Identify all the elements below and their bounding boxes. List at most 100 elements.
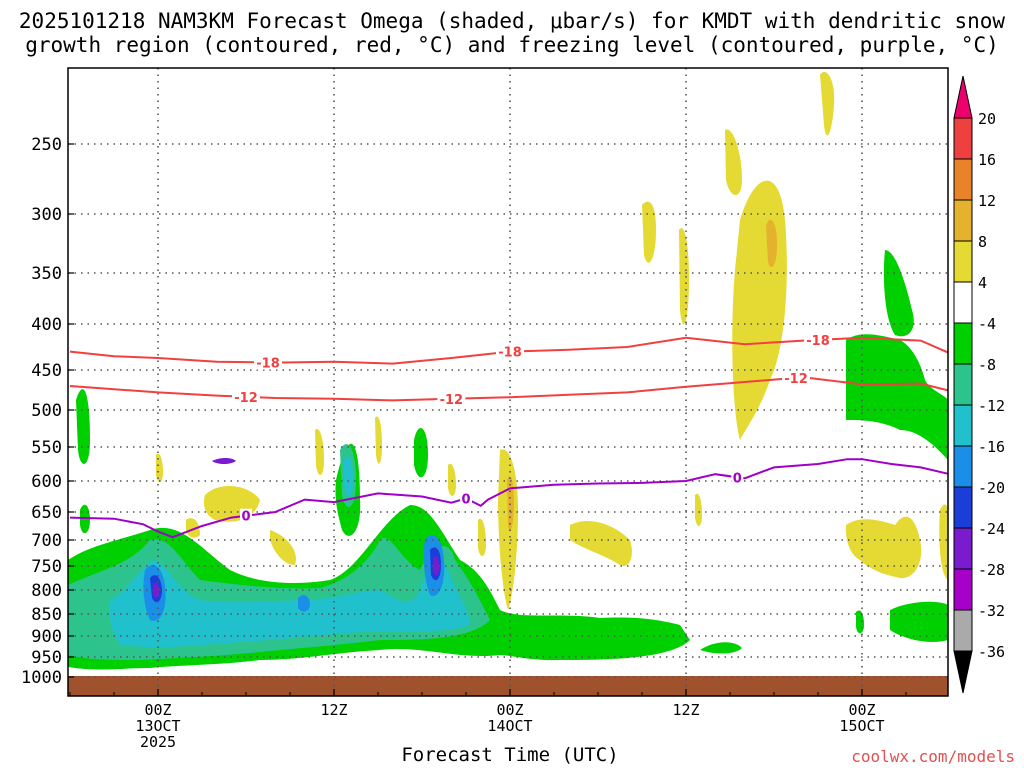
x-tick-label: 2025 — [140, 733, 176, 751]
omega-region-gold — [766, 220, 778, 268]
contour-freezing-level-0c — [69, 458, 948, 539]
contour-label: 0 — [733, 471, 742, 486]
contour-label: -18 — [806, 334, 830, 349]
y-tick-label: 250 — [31, 135, 62, 155]
contour-label-bg — [496, 344, 524, 359]
omega-region-yellow — [695, 493, 702, 526]
colorbar-tick-label: -16 — [978, 438, 1005, 456]
y-tick-label: 750 — [31, 557, 62, 577]
omega-region-yellow — [679, 228, 689, 325]
x-tick-label: 12Z — [320, 701, 347, 719]
y-tick-label: 550 — [31, 438, 62, 458]
colorbar-tick-label: 8 — [978, 233, 987, 251]
colorbar-tick-label: 12 — [978, 192, 996, 210]
colorbar-tick-label: -20 — [978, 479, 1005, 497]
x-tick-label: 15OCT — [839, 717, 884, 735]
omega-region-yellow — [570, 520, 632, 566]
omega-region-purple — [153, 582, 159, 598]
contour-label: -12 — [784, 372, 808, 387]
colorbar-tick-label: 16 — [978, 151, 996, 169]
x-tick-label: 00Z — [848, 701, 875, 719]
y-tick-label: 600 — [31, 472, 62, 492]
omega-region-cyan-cell — [344, 456, 353, 497]
contour-dendritic-12c — [69, 376, 948, 402]
grid-lines — [68, 68, 948, 696]
y-tick-label: 350 — [31, 264, 62, 284]
colorbar-tick-label: -28 — [978, 561, 1005, 579]
x-tick-label: 00Z — [144, 701, 171, 719]
colorbar-tick-label: -12 — [978, 397, 1005, 415]
colorbar-triangle-bottom — [953, 650, 973, 694]
omega-region-cyan — [109, 559, 470, 648]
colorbar-tick-label: -8 — [978, 356, 996, 374]
y-tick-label: 650 — [31, 503, 62, 523]
y-tick-label: 1000 — [21, 668, 62, 688]
colorbar-segment — [953, 404, 973, 447]
omega-region-light-green-cell — [414, 428, 428, 478]
contour-label: 0 — [241, 510, 250, 525]
omega-region-yellow — [186, 518, 200, 538]
colorbar-segment — [953, 281, 973, 324]
contour-label-bg — [232, 389, 260, 404]
colorbar-tick-label: -32 — [978, 602, 1005, 620]
contour-label: -18 — [498, 346, 522, 361]
chart-title-line2: growth region (contoured, red, °C) and f… — [25, 33, 999, 57]
colorbar-segment — [953, 445, 973, 488]
y-tick-label: 800 — [31, 581, 62, 601]
colorbar-tick-label: -24 — [978, 520, 1005, 538]
colorbar-segment — [953, 158, 973, 201]
omega-region-yellow — [939, 504, 948, 580]
colorbar-tick-label: 20 — [978, 110, 996, 128]
omega-region-yellow — [448, 463, 456, 496]
x-tick-label: 00Z — [496, 701, 523, 719]
omega-region-purple-cell — [212, 458, 236, 464]
contour-label: -12 — [440, 393, 464, 408]
y-tick-label: 950 — [31, 648, 62, 668]
x-tick-label: 14OCT — [487, 717, 532, 735]
omega-region-light-green-cell — [890, 601, 948, 642]
contour-label-bg — [240, 508, 252, 523]
colorbar-segment — [953, 568, 973, 611]
credit-link[interactable]: coolwx.com/models — [851, 747, 1015, 766]
omega-region-yellow — [820, 71, 835, 136]
x-axis-label: Forecast Time (UTC) — [401, 744, 619, 766]
omega-region-light-green-cell — [883, 250, 914, 337]
colorbar-segment — [953, 199, 973, 242]
omega-region-blue — [298, 595, 310, 612]
omega-region-yellow — [270, 530, 296, 565]
contour-lines: -18 -18 -18 -12 -12 -12 0 0 0 — [69, 332, 948, 539]
colorbar-segment — [953, 527, 973, 570]
contour-label: 0 — [461, 492, 470, 507]
contour-label: -12 — [234, 391, 258, 406]
colorbar: 20 16 12 8 4 -4 -8 -12 -16 -20 -24 -28 -32 -36 — [953, 75, 1005, 694]
omega-region-light-green-cell — [76, 389, 90, 464]
omega-region-yellow — [156, 453, 163, 483]
omega-region-yellow — [478, 518, 486, 556]
omega-region-yellow — [375, 416, 382, 464]
y-tick-label: 900 — [31, 627, 62, 647]
contour-label-bg — [254, 355, 282, 370]
colorbar-segment — [953, 363, 973, 406]
contour-label: -18 — [256, 357, 280, 372]
colorbar-tick-label: -4 — [978, 315, 996, 333]
colorbar-tick-label: 4 — [978, 274, 987, 292]
x-tick-label: 13OCT — [135, 717, 180, 735]
x-tick-label: 12Z — [672, 701, 699, 719]
omega-region-light-green-cell — [700, 642, 742, 654]
omega-region-yellow — [725, 129, 742, 195]
y-tick-label: 500 — [31, 401, 62, 421]
y-tick-label: 700 — [31, 531, 62, 551]
contour-label-bg — [460, 491, 472, 506]
omega-region-purple — [433, 556, 439, 576]
colorbar-segment — [953, 117, 973, 160]
omega-region-light-green-cell — [846, 334, 948, 460]
omega-region-yellow — [315, 429, 324, 476]
chart-title-line1: 2025101218 NAM3KM Forecast Omega (shaded… — [18, 9, 1006, 33]
terrain-ground — [68, 676, 948, 696]
y-tick-label: 850 — [31, 605, 62, 625]
colorbar-segment — [953, 240, 973, 283]
y-tick-label: 300 — [31, 205, 62, 225]
y-tick-label: 400 — [31, 315, 62, 335]
